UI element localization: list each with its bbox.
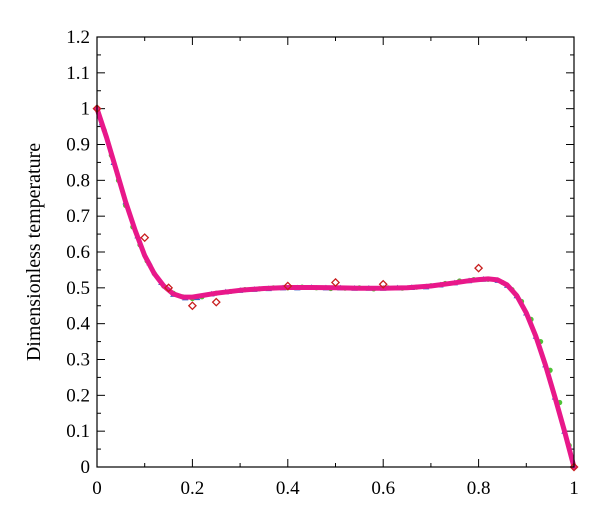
series-diamond (92, 104, 579, 472)
series-circle (94, 106, 572, 449)
y-tick-label: 1.1 (66, 63, 90, 84)
y-tick-label: 0.9 (66, 135, 90, 156)
x-axis-ticks: 0 0.2 0.4 0.6 0.8 1 (92, 37, 579, 499)
y-axis-title: Dimensionless temperature (23, 143, 45, 361)
data-point-diamond (164, 283, 174, 293)
x-tick-label: 1 (569, 478, 579, 499)
y-tick-label: 0.1 (66, 421, 90, 442)
y-tick-label: 1.2 (66, 27, 90, 48)
x-tick-label: 0.2 (181, 478, 205, 499)
x-tick-label: 0 (92, 478, 102, 499)
y-tick-label: 0.7 (66, 206, 90, 227)
data-point-diamond (330, 277, 341, 287)
y-tick-label: 0 (81, 457, 91, 478)
series-line (94, 106, 577, 470)
data-point-diamond (187, 301, 197, 311)
y-tick-label: 0.4 (66, 314, 90, 335)
x-tick-label: 0.6 (371, 478, 395, 499)
y-tick-label: 0.6 (66, 242, 90, 263)
y-tick-label: 0.3 (66, 350, 90, 371)
data-point-diamond (211, 297, 221, 307)
series-layer (92, 104, 579, 472)
data-point-diamond (474, 263, 484, 273)
x-tick-label: 0.8 (467, 478, 491, 499)
series-line (94, 106, 577, 470)
plot-frame (96, 36, 575, 468)
data-point-diamond (378, 279, 388, 289)
y-tick-label: 1 (81, 99, 91, 120)
data-point-diamond (283, 281, 293, 291)
data-point-diamond (569, 462, 579, 472)
data-point-diamond (140, 233, 150, 243)
series-triangle (98, 119, 568, 434)
x-tick-label: 0.4 (276, 478, 300, 499)
y-tick-label: 0.5 (66, 278, 90, 299)
y-tick-label: 0.8 (66, 170, 90, 191)
y-axis-ticks: 0 0.1 0.2 0.3 0.4 0.5 0.6 0.7 0.8 0.9 1 1.1 1.2 (66, 27, 574, 478)
y-tick-label: 0.2 (66, 385, 90, 406)
